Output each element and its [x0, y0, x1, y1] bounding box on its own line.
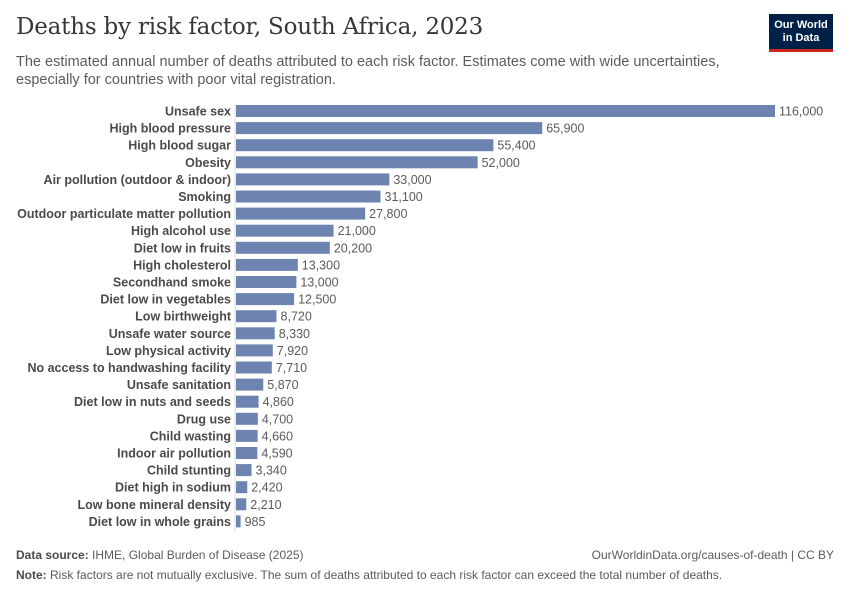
bar[interactable] [236, 224, 334, 237]
bar[interactable] [236, 241, 330, 254]
category-label: Outdoor particulate matter pollution [17, 207, 231, 221]
note-label: Note: [16, 568, 47, 582]
category-label: High blood sugar [128, 139, 231, 153]
bar[interactable] [236, 447, 258, 459]
value-label: 4,590 [261, 447, 292, 461]
bar[interactable] [236, 105, 775, 117]
note-text: Risk factors are not mutually exclusive.… [50, 568, 723, 582]
category-label: Smoking [178, 190, 231, 204]
category-label: High blood pressure [109, 122, 231, 136]
bar[interactable] [236, 429, 258, 442]
bar[interactable] [236, 361, 272, 374]
category-label: No access to handwashing facility [27, 361, 231, 375]
value-label: 13,000 [300, 276, 338, 290]
chart-subtitle: The estimated annual number of deaths at… [16, 54, 720, 88]
data-source-text[interactable]: IHME, Global Burden of Disease (2025) [92, 548, 304, 562]
logo-line-2: in Data [782, 32, 820, 44]
value-label: 7,710 [276, 361, 307, 375]
bar[interactable] [236, 122, 543, 135]
bar[interactable] [236, 139, 494, 152]
category-label: Unsafe sex [165, 105, 231, 119]
value-label: 2,210 [250, 498, 281, 512]
value-label: 2,420 [251, 481, 282, 495]
category-label: Indoor air pollution [117, 447, 231, 461]
owid-logo[interactable]: Our World in Data [769, 14, 833, 52]
category-label: High cholesterol [133, 258, 231, 272]
category-label: Diet high in sodium [115, 481, 231, 495]
bar[interactable] [236, 258, 298, 271]
category-label: High alcohol use [131, 224, 231, 238]
category-label: Low physical activity [106, 344, 231, 358]
bar[interactable] [236, 293, 295, 306]
category-label: Drug use [177, 412, 231, 426]
category-label: Unsafe water source [109, 327, 231, 341]
value-label: 7,920 [277, 344, 308, 358]
category-label: Air pollution (outdoor & indoor) [44, 173, 231, 187]
bar[interactable] [236, 190, 381, 203]
bar[interactable] [236, 481, 248, 494]
data-source: Data source: IHME, Global Burden of Dise… [16, 548, 303, 562]
bar[interactable] [236, 207, 366, 220]
bars-group: Unsafe sex 116,000 High blood pressure 65,9… [17, 105, 823, 529]
value-label: 31,100 [385, 190, 423, 204]
value-label: 4,860 [263, 395, 294, 409]
bar[interactable] [236, 173, 390, 186]
category-label: Child wasting [150, 429, 231, 443]
category-label: Diet low in fruits [134, 241, 231, 255]
value-label: 21,000 [338, 224, 376, 238]
value-label: 20,200 [334, 241, 372, 255]
value-label: 3,340 [256, 464, 287, 478]
logo-line-1: Our World [774, 19, 828, 31]
category-label: Obesity [185, 156, 231, 170]
data-source-label: Data source: [16, 548, 89, 562]
category-label: Diet low in vegetables [100, 293, 231, 307]
bar[interactable] [236, 515, 241, 528]
bar[interactable] [236, 378, 264, 391]
chart-footer: Data source: IHME, Global Burden of Dise… [16, 548, 834, 582]
category-label: Child stunting [147, 464, 231, 478]
value-label: 33,000 [393, 173, 431, 187]
value-label: 8,330 [279, 327, 310, 341]
value-label: 985 [245, 515, 266, 529]
bar[interactable] [236, 344, 273, 357]
bar[interactable] [236, 412, 258, 425]
category-label: Secondhand smoke [113, 276, 231, 290]
value-label: 4,660 [262, 429, 293, 443]
value-label: 65,900 [546, 122, 584, 136]
value-label: 12,500 [298, 293, 336, 307]
bar[interactable] [236, 327, 275, 340]
chart-title: Deaths by risk factor, South Africa, 202… [16, 14, 484, 40]
bar[interactable] [236, 310, 277, 323]
value-label: 13,300 [302, 258, 340, 272]
category-label: Diet low in whole grains [89, 515, 231, 529]
category-label: Unsafe sanitation [127, 378, 231, 392]
value-label: 8,720 [281, 310, 312, 324]
value-label: 52,000 [482, 156, 520, 170]
value-label: 116,000 [779, 105, 823, 119]
value-label: 4,700 [262, 412, 293, 426]
bar[interactable] [236, 395, 259, 408]
bar[interactable] [236, 464, 252, 477]
chart-note: Note: Risk factors are not mutually excl… [16, 568, 834, 582]
bar[interactable] [236, 156, 478, 169]
category-label: Low bone mineral density [78, 498, 232, 512]
bar[interactable] [236, 498, 247, 511]
bar[interactable] [236, 276, 297, 288]
value-label: 55,400 [497, 139, 535, 153]
category-label: Low birthweight [135, 310, 232, 324]
value-label: 5,870 [267, 378, 298, 392]
category-label: Diet low in nuts and seeds [74, 395, 231, 409]
value-label: 27,800 [369, 207, 407, 221]
source-url[interactable]: OurWorldinData.org/causes-of-death | CC … [591, 548, 834, 562]
